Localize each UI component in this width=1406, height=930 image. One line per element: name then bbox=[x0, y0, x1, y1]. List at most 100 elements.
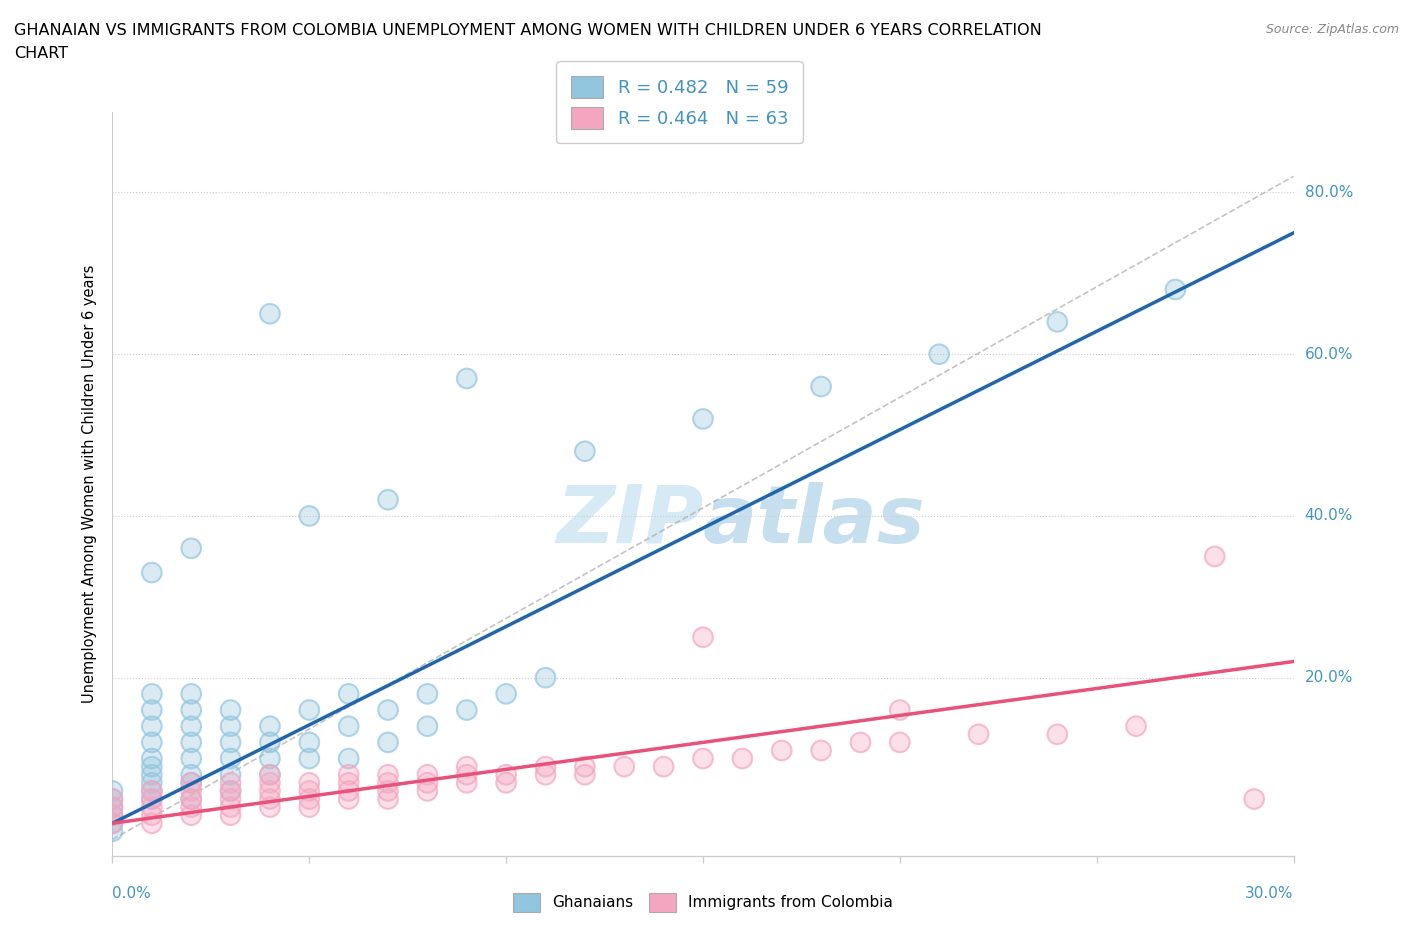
Point bbox=[692, 751, 714, 766]
Point bbox=[101, 800, 124, 815]
Point bbox=[219, 808, 242, 823]
Point bbox=[337, 767, 360, 782]
Point bbox=[259, 791, 281, 806]
Point bbox=[101, 808, 124, 823]
Point bbox=[456, 776, 478, 790]
Point bbox=[259, 767, 281, 782]
Point bbox=[101, 800, 124, 815]
Point bbox=[377, 492, 399, 507]
Point bbox=[101, 800, 124, 815]
Point bbox=[298, 751, 321, 766]
Point bbox=[770, 743, 793, 758]
Point bbox=[141, 702, 163, 717]
Point bbox=[180, 735, 202, 750]
Point bbox=[810, 379, 832, 394]
Point bbox=[219, 783, 242, 798]
Point bbox=[219, 719, 242, 734]
Point bbox=[141, 751, 163, 766]
Point bbox=[495, 767, 517, 782]
Point bbox=[456, 702, 478, 717]
Text: ZIP: ZIP bbox=[555, 482, 703, 560]
Point bbox=[298, 800, 321, 815]
Point bbox=[574, 767, 596, 782]
Text: 40.0%: 40.0% bbox=[1305, 509, 1353, 524]
Point bbox=[692, 630, 714, 644]
Point bbox=[574, 759, 596, 774]
Point bbox=[495, 767, 517, 782]
Point bbox=[101, 791, 124, 806]
Point bbox=[259, 783, 281, 798]
Point bbox=[101, 783, 124, 798]
Point bbox=[101, 808, 124, 823]
Point bbox=[141, 791, 163, 806]
Point bbox=[180, 541, 202, 556]
Point bbox=[259, 767, 281, 782]
Point bbox=[574, 759, 596, 774]
Point bbox=[141, 751, 163, 766]
Point bbox=[810, 379, 832, 394]
Point bbox=[613, 759, 636, 774]
Point bbox=[1243, 791, 1265, 806]
Point bbox=[141, 783, 163, 798]
Point bbox=[298, 800, 321, 815]
Point bbox=[141, 719, 163, 734]
Point bbox=[652, 759, 675, 774]
Point bbox=[180, 751, 202, 766]
Point bbox=[259, 306, 281, 321]
Point bbox=[613, 759, 636, 774]
Point bbox=[101, 791, 124, 806]
Text: 30.0%: 30.0% bbox=[1246, 886, 1294, 901]
Point bbox=[298, 702, 321, 717]
Point bbox=[259, 306, 281, 321]
Point bbox=[416, 776, 439, 790]
Point bbox=[377, 791, 399, 806]
Point bbox=[101, 816, 124, 830]
Point bbox=[219, 783, 242, 798]
Point bbox=[180, 791, 202, 806]
Text: Source: ZipAtlas.com: Source: ZipAtlas.com bbox=[1265, 23, 1399, 36]
Point bbox=[456, 767, 478, 782]
Point bbox=[416, 783, 439, 798]
Point bbox=[180, 808, 202, 823]
Point bbox=[219, 791, 242, 806]
Point bbox=[1204, 549, 1226, 564]
Point bbox=[219, 702, 242, 717]
Point bbox=[574, 444, 596, 458]
Point bbox=[889, 735, 911, 750]
Point bbox=[810, 743, 832, 758]
Point bbox=[534, 759, 557, 774]
Point bbox=[1125, 719, 1147, 734]
Point bbox=[416, 767, 439, 782]
Point bbox=[180, 735, 202, 750]
Point bbox=[495, 686, 517, 701]
Point bbox=[259, 719, 281, 734]
Text: 80.0%: 80.0% bbox=[1305, 185, 1353, 200]
Point bbox=[692, 751, 714, 766]
Point bbox=[337, 686, 360, 701]
Point bbox=[416, 719, 439, 734]
Point bbox=[180, 776, 202, 790]
Point bbox=[219, 800, 242, 815]
Point bbox=[967, 727, 990, 742]
Point bbox=[141, 816, 163, 830]
Point bbox=[337, 719, 360, 734]
Point bbox=[889, 702, 911, 717]
Point bbox=[259, 735, 281, 750]
Point bbox=[259, 791, 281, 806]
Point bbox=[534, 671, 557, 685]
Point bbox=[337, 791, 360, 806]
Legend: Ghanaians, Immigrants from Colombia: Ghanaians, Immigrants from Colombia bbox=[506, 887, 900, 918]
Y-axis label: Unemployment Among Women with Children Under 6 years: Unemployment Among Women with Children U… bbox=[82, 264, 97, 703]
Point bbox=[219, 735, 242, 750]
Point bbox=[337, 686, 360, 701]
Point bbox=[849, 735, 872, 750]
Point bbox=[180, 808, 202, 823]
Point bbox=[219, 800, 242, 815]
Point bbox=[298, 783, 321, 798]
Point bbox=[180, 783, 202, 798]
Point bbox=[377, 702, 399, 717]
Point bbox=[692, 411, 714, 426]
Point bbox=[219, 808, 242, 823]
Point bbox=[456, 702, 478, 717]
Point bbox=[534, 767, 557, 782]
